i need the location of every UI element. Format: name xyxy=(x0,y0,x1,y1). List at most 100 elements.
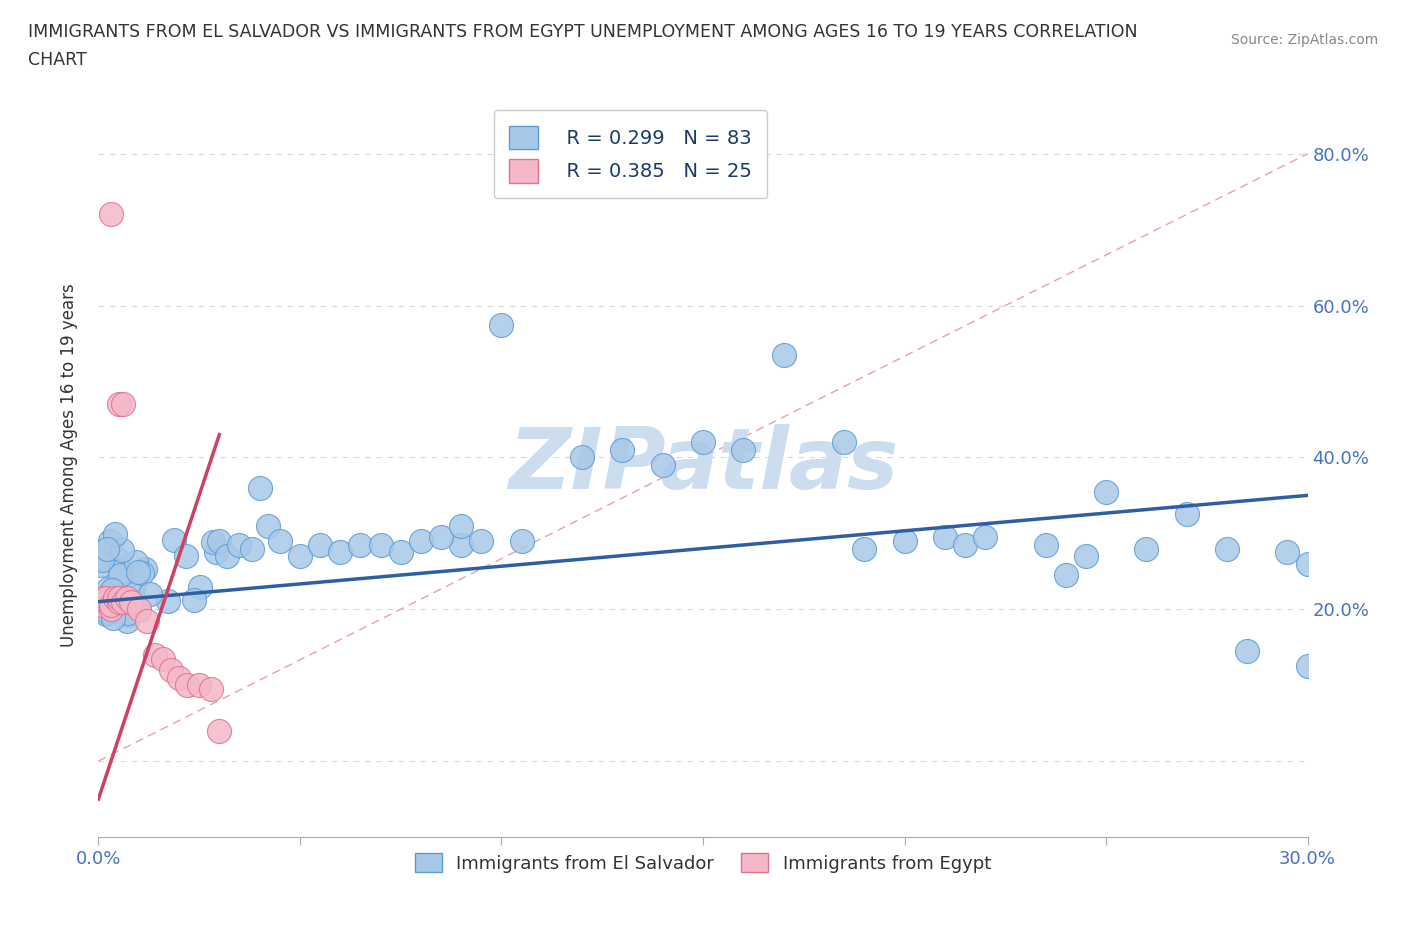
Point xyxy=(139,587,162,602)
Point xyxy=(103,591,125,605)
Point xyxy=(1074,549,1097,564)
Point xyxy=(208,724,231,738)
Point xyxy=(832,435,855,450)
Point xyxy=(121,587,143,602)
Point xyxy=(90,552,112,567)
Point xyxy=(128,602,150,617)
Point xyxy=(100,582,122,597)
Point xyxy=(200,682,222,697)
Point xyxy=(329,545,352,560)
Point xyxy=(571,450,593,465)
Point xyxy=(96,594,118,609)
Point xyxy=(111,542,134,557)
Point xyxy=(953,538,976,552)
Legend: Immigrants from El Salvador, Immigrants from Egypt: Immigrants from El Salvador, Immigrants … xyxy=(408,846,998,880)
Point xyxy=(101,592,124,607)
Point xyxy=(90,558,112,573)
Point xyxy=(188,579,211,594)
Point xyxy=(510,534,533,549)
Point xyxy=(115,614,138,629)
Point xyxy=(450,538,472,552)
Point xyxy=(1277,545,1299,560)
Point xyxy=(117,568,139,583)
Point xyxy=(1296,556,1319,571)
Point xyxy=(96,541,118,556)
Point xyxy=(174,549,197,564)
Point xyxy=(107,397,129,412)
Point xyxy=(115,591,138,605)
Text: CHART: CHART xyxy=(28,51,87,69)
Point xyxy=(157,594,180,609)
Point xyxy=(101,581,124,596)
Point xyxy=(1054,567,1077,582)
Point xyxy=(91,591,114,605)
Point xyxy=(651,458,673,472)
Point xyxy=(772,348,794,363)
Point xyxy=(100,598,122,613)
Point xyxy=(389,545,412,560)
Point xyxy=(288,549,311,564)
Point xyxy=(91,598,114,613)
Point xyxy=(117,605,139,620)
Point xyxy=(409,534,432,549)
Point xyxy=(127,565,149,579)
Text: Source: ZipAtlas.com: Source: ZipAtlas.com xyxy=(1230,33,1378,46)
Point xyxy=(269,534,291,549)
Point xyxy=(100,207,122,222)
Point xyxy=(205,545,228,560)
Point xyxy=(105,593,128,608)
Point xyxy=(100,602,122,617)
Point xyxy=(107,594,129,609)
Point xyxy=(94,606,117,621)
Point xyxy=(1236,644,1258,658)
Text: IMMIGRANTS FROM EL SALVADOR VS IMMIGRANTS FROM EGYPT UNEMPLOYMENT AMONG AGES 16 : IMMIGRANTS FROM EL SALVADOR VS IMMIGRANT… xyxy=(28,23,1137,41)
Point xyxy=(104,527,127,542)
Point xyxy=(108,597,131,612)
Point xyxy=(201,535,224,550)
Point xyxy=(893,534,915,549)
Point xyxy=(1296,658,1319,673)
Point xyxy=(1135,541,1157,556)
Point xyxy=(430,530,453,545)
Y-axis label: Unemployment Among Ages 16 to 19 years: Unemployment Among Ages 16 to 19 years xyxy=(59,283,77,647)
Point xyxy=(143,647,166,662)
Point xyxy=(1035,538,1057,552)
Point xyxy=(491,317,513,332)
Point xyxy=(101,610,124,625)
Point xyxy=(122,576,145,591)
Point xyxy=(110,568,132,583)
Point xyxy=(163,532,186,547)
Point xyxy=(111,594,134,609)
Point xyxy=(612,443,634,458)
Point xyxy=(125,554,148,569)
Point xyxy=(107,591,129,605)
Point xyxy=(188,678,211,693)
Point xyxy=(228,538,250,552)
Point xyxy=(134,562,156,577)
Point xyxy=(256,518,278,533)
Point xyxy=(167,671,190,685)
Point xyxy=(152,651,174,666)
Point xyxy=(934,530,956,545)
Point xyxy=(176,678,198,693)
Point xyxy=(89,551,111,565)
Point xyxy=(1216,541,1239,556)
Point xyxy=(470,534,492,549)
Point xyxy=(135,613,157,628)
Point xyxy=(309,538,332,552)
Point xyxy=(117,607,139,622)
Point xyxy=(183,592,205,607)
Point xyxy=(853,541,876,556)
Point xyxy=(105,552,128,567)
Point xyxy=(97,582,120,597)
Point xyxy=(370,538,392,552)
Point xyxy=(1175,507,1198,522)
Point xyxy=(110,564,132,578)
Text: ZIPatlas: ZIPatlas xyxy=(508,423,898,507)
Point xyxy=(733,443,755,458)
Point xyxy=(240,541,263,556)
Point xyxy=(349,538,371,552)
Point xyxy=(1095,485,1118,499)
Point xyxy=(217,549,239,564)
Point xyxy=(160,662,183,677)
